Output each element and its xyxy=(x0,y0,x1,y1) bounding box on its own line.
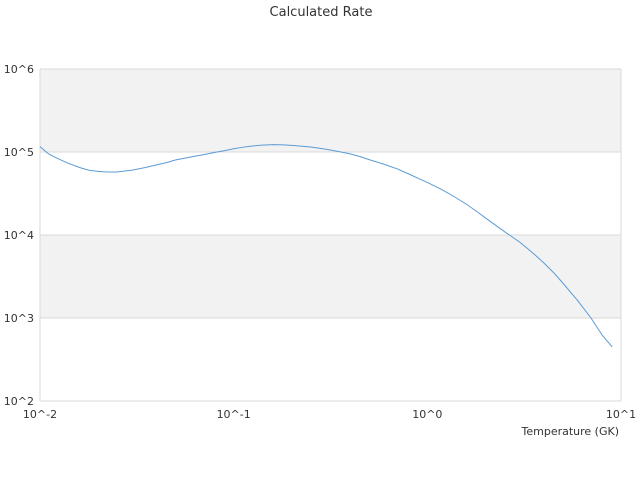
y-tick-label: 10^3 xyxy=(4,312,34,325)
x-tick-label: 10^-1 xyxy=(217,408,251,421)
plot-bands xyxy=(40,69,621,318)
plot-band xyxy=(40,235,621,318)
y-tick-label: 10^2 xyxy=(4,395,34,408)
x-tick-label: 10^1 xyxy=(606,408,636,421)
gridlines xyxy=(40,68,621,402)
y-tick-label: 10^6 xyxy=(4,63,34,76)
y-axis-ticks: 10^2 10^3 10^4 10^5 10^6 xyxy=(4,63,34,408)
plot-frame xyxy=(39,69,622,401)
rate-series-line xyxy=(39,144,613,348)
chart-title: Calculated Rate xyxy=(270,5,373,20)
series-group xyxy=(39,144,613,348)
y-tick-label: 10^4 xyxy=(4,229,34,242)
x-axis-label: Temperature (GK) xyxy=(521,425,620,438)
x-axis-ticks: 10^-2 10^-1 10^0 10^1 xyxy=(23,408,636,421)
plot-band xyxy=(40,69,621,152)
y-tick-label: 10^5 xyxy=(4,146,34,159)
x-tick-label: 10^0 xyxy=(412,408,442,421)
x-tick-label: 10^-2 xyxy=(23,408,57,421)
